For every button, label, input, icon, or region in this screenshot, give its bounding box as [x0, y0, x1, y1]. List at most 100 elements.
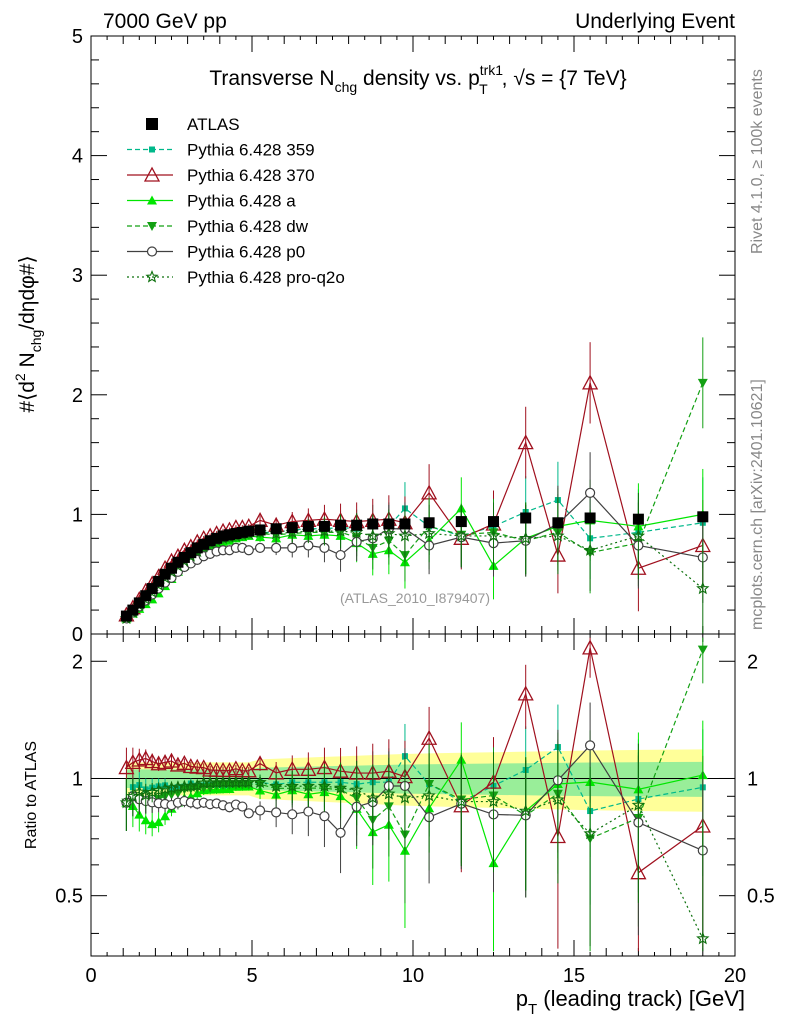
data-point [632, 513, 644, 525]
data-point [191, 542, 203, 554]
data-point [366, 528, 380, 542]
data-point [243, 525, 255, 537]
y-tick-label: 0 [72, 624, 83, 646]
data-point [454, 528, 468, 542]
data-point [398, 528, 412, 542]
data-point [172, 556, 184, 568]
data-point [159, 568, 171, 580]
data-point [335, 549, 346, 561]
x-tick-label: 5 [246, 965, 257, 987]
data-point [163, 752, 180, 768]
y-tick-label: 5 [72, 26, 83, 48]
data-point [124, 753, 141, 770]
data-point [367, 518, 379, 530]
data-point [584, 512, 596, 524]
data-point [582, 639, 599, 655]
data-point [137, 750, 154, 766]
data-point [158, 781, 172, 795]
legend-label: Pythia 6.428 359 [187, 141, 315, 160]
data-point [317, 779, 332, 792]
data-point [127, 604, 139, 616]
data-point [551, 792, 565, 806]
chart-title: Transverse Nchg density vs. ptrk1 T, √s =… [209, 62, 626, 97]
data-point [335, 519, 347, 531]
ratio-y-tick-label-right: 1 [747, 768, 758, 790]
series-line-6 [126, 530, 704, 619]
data-point [204, 535, 216, 547]
data-point [423, 517, 435, 529]
data-point [149, 146, 155, 153]
data-point [582, 374, 599, 390]
data-point [140, 590, 152, 602]
ratio-panel: 0 5 10 15 20 0.5 0.5 1 1 2 2 [55, 633, 775, 987]
data-point [287, 809, 298, 820]
ratio-y-tick-label-right: 0.5 [747, 886, 775, 908]
data-point [164, 780, 179, 794]
data-point [254, 805, 266, 816]
data-point [455, 516, 467, 528]
data-point [153, 817, 164, 827]
data-point [185, 547, 197, 559]
data-point [517, 434, 534, 450]
ratio-band-stat [126, 761, 703, 797]
data-point [631, 528, 646, 542]
series-line-4 [126, 382, 704, 619]
data-point [303, 806, 314, 817]
x-tick-label: 0 [85, 965, 96, 987]
legend-label: Pythia 6.428 pro-q2o [187, 268, 345, 287]
y-tick-label: 1 [72, 504, 83, 526]
data-point [551, 528, 565, 542]
data-point [243, 545, 254, 556]
data-point [230, 528, 242, 540]
header-left: 7000 GeV pp [103, 10, 227, 33]
data-point [177, 779, 192, 793]
data-point [150, 755, 167, 771]
data-point [156, 753, 174, 770]
x-tick-label: 15 [563, 965, 585, 987]
data-point [318, 520, 330, 532]
data-point [169, 756, 187, 772]
data-point [143, 166, 161, 182]
data-point [519, 531, 533, 544]
data-point [251, 755, 269, 771]
legend-label: Pythia 6.428 370 [187, 166, 315, 185]
data-point [120, 610, 132, 622]
data-point [486, 528, 501, 542]
ratio-axis-label: Ratio to ATLAS [23, 741, 40, 849]
data-point [286, 522, 298, 534]
data-point [382, 786, 396, 800]
data-point [382, 526, 396, 540]
data-point [140, 815, 151, 825]
data-point [271, 807, 282, 818]
data-point [584, 740, 596, 751]
mcplots-label: mcplots.cern.ch [arXiv:2401.10621] [749, 379, 766, 630]
data-point [488, 516, 499, 528]
y-tick-label: 2 [72, 385, 83, 407]
data-point [271, 542, 282, 553]
data-point [146, 583, 158, 595]
data-point [153, 575, 165, 587]
data-point [171, 780, 185, 793]
data-point [217, 530, 229, 542]
x-tick-label: 10 [402, 965, 424, 987]
data-point [178, 551, 190, 563]
data-point [270, 523, 282, 535]
data-point [243, 808, 254, 819]
data-point [631, 798, 646, 811]
data-point [383, 518, 395, 530]
data-point [486, 794, 501, 808]
data-point [237, 801, 248, 812]
data-point [146, 246, 158, 257]
data-point [302, 520, 314, 532]
data-point [223, 529, 235, 541]
data-point [319, 811, 330, 822]
data-point [399, 518, 411, 530]
data-point [146, 118, 158, 130]
ratio-y-tick-label: 2 [72, 651, 83, 673]
rivet-label: Rivet 4.1.0, ≥ 100k events [749, 69, 766, 254]
data-point [285, 779, 299, 792]
series-line-2 [125, 382, 703, 616]
data-point [520, 512, 532, 524]
data-point [269, 779, 283, 793]
